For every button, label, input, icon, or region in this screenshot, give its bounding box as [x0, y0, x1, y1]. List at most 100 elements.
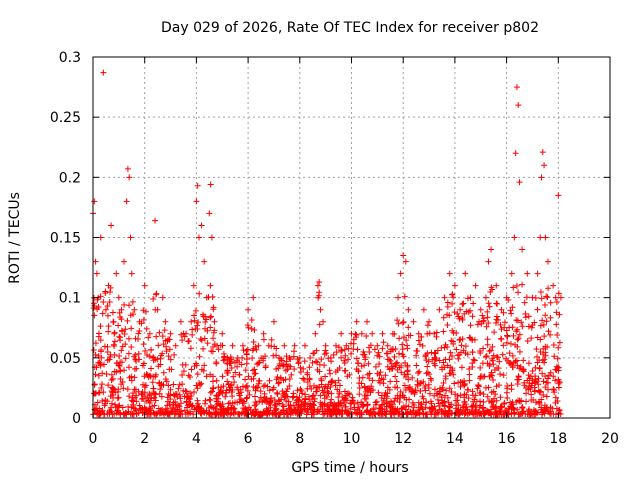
data-point	[138, 320, 145, 327]
data-point	[353, 334, 360, 341]
data-point	[214, 401, 221, 408]
data-point	[244, 322, 251, 329]
data-point	[146, 330, 153, 337]
data-point	[223, 409, 230, 416]
data-point	[210, 329, 217, 336]
data-point	[426, 330, 433, 337]
data-point	[118, 381, 125, 388]
data-point	[168, 366, 175, 373]
data-point	[477, 349, 484, 356]
data-point	[99, 310, 106, 317]
data-point	[373, 398, 380, 405]
data-point	[396, 398, 403, 405]
data-point	[444, 303, 451, 310]
data-point	[370, 387, 377, 394]
data-point	[167, 386, 174, 393]
data-point	[262, 353, 269, 360]
data-point	[194, 182, 201, 189]
data-point	[118, 306, 125, 313]
data-point	[506, 406, 513, 413]
data-point	[377, 369, 384, 376]
data-point	[143, 325, 150, 332]
data-point	[314, 282, 321, 289]
data-point	[431, 330, 438, 337]
data-point	[275, 379, 282, 386]
data-point	[380, 397, 387, 404]
data-point	[103, 371, 110, 378]
data-point	[192, 360, 199, 367]
data-point	[488, 246, 495, 253]
data-point	[344, 390, 351, 397]
data-point	[193, 198, 200, 205]
data-point	[251, 402, 258, 409]
data-point	[260, 357, 267, 364]
data-point	[480, 345, 487, 352]
data-point	[466, 377, 473, 384]
data-point	[195, 234, 202, 241]
data-point	[414, 378, 421, 385]
data-point	[554, 355, 561, 362]
data-point	[104, 343, 111, 350]
data-point	[242, 367, 249, 374]
data-point	[291, 342, 298, 349]
data-point	[348, 350, 355, 357]
data-point	[494, 411, 501, 418]
data-point	[310, 401, 317, 408]
data-point	[90, 346, 97, 353]
data-point	[179, 337, 186, 344]
data-point	[291, 366, 298, 373]
data-point	[500, 309, 507, 316]
data-point	[143, 398, 150, 405]
data-point	[401, 293, 408, 300]
data-point	[269, 386, 276, 393]
data-point	[400, 318, 407, 325]
data-point	[358, 380, 365, 387]
data-point	[488, 389, 495, 396]
data-point	[282, 392, 289, 399]
data-point	[469, 360, 476, 367]
data-point	[284, 385, 291, 392]
data-point	[196, 290, 203, 297]
data-point	[403, 337, 410, 344]
data-point	[157, 361, 164, 368]
data-point	[485, 319, 492, 326]
data-point	[279, 407, 286, 414]
data-point	[424, 363, 431, 370]
data-point	[363, 332, 370, 339]
data-point	[351, 406, 358, 413]
data-point	[128, 270, 135, 277]
data-point	[534, 353, 541, 360]
data-point	[317, 306, 324, 313]
data-point	[273, 376, 280, 383]
data-point	[286, 375, 293, 382]
data-point	[117, 359, 124, 366]
data-point	[536, 364, 543, 371]
data-point	[121, 301, 128, 308]
data-point	[116, 402, 123, 409]
data-point	[236, 392, 243, 399]
data-point	[239, 397, 246, 404]
gridlines	[93, 57, 610, 418]
data-point	[164, 338, 171, 345]
data-point	[346, 371, 353, 378]
data-point	[151, 394, 158, 401]
axis-ticks	[92, 56, 611, 419]
data-point	[447, 364, 454, 371]
data-point	[207, 397, 214, 404]
data-point	[547, 299, 554, 306]
data-point	[519, 323, 526, 330]
data-point	[117, 337, 124, 344]
data-point	[303, 411, 310, 418]
data-point	[132, 394, 139, 401]
data-point	[387, 357, 394, 364]
data-point	[513, 328, 520, 335]
data-point	[132, 405, 139, 412]
data-point	[472, 392, 479, 399]
data-point	[150, 373, 157, 380]
data-point	[163, 348, 170, 355]
data-point	[244, 394, 251, 401]
data-point	[268, 343, 275, 350]
data-point	[470, 402, 477, 409]
data-point	[546, 372, 553, 379]
data-point	[213, 359, 220, 366]
